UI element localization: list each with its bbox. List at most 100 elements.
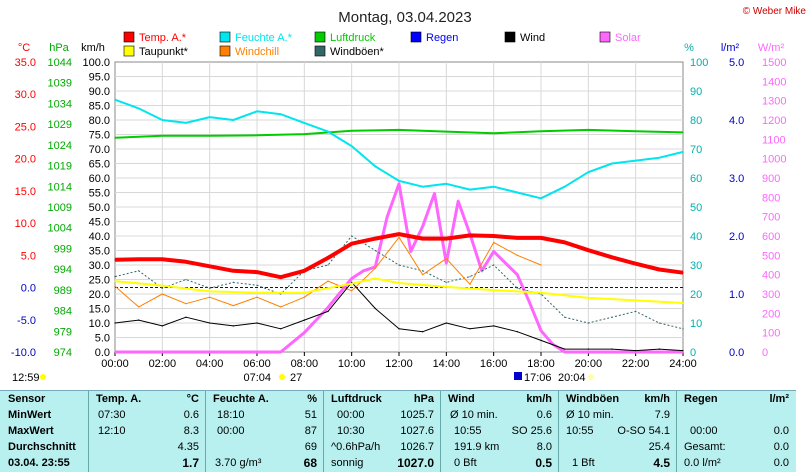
legend-label: Solar xyxy=(615,32,641,44)
series-point xyxy=(232,281,235,284)
series-point xyxy=(682,271,684,274)
series-point xyxy=(492,264,495,266)
weather-chart: Montag, 03.04.2023 © Weber Mike Temp. A.* F… xyxy=(11,6,807,384)
series-point xyxy=(161,119,164,121)
moon-icon xyxy=(588,374,594,380)
temp-current: 1.7 xyxy=(182,456,199,470)
hum-max-time: 00:00 xyxy=(217,425,245,437)
moon-time: 20:04 xyxy=(558,372,586,384)
solar-axis-tick: 100 xyxy=(762,328,780,340)
hdr-press: Luftdruck xyxy=(331,393,382,405)
solar-axis-tick: 400 xyxy=(762,270,780,282)
series-point xyxy=(563,316,566,319)
series-point xyxy=(161,284,164,287)
x-tick-label: 24:00 xyxy=(669,358,697,370)
series-point xyxy=(114,280,116,282)
wind-min: 0.6 xyxy=(536,409,552,421)
hdr-wind: Wind xyxy=(448,393,475,405)
series-point xyxy=(492,241,495,244)
series-point xyxy=(658,156,661,159)
series-point xyxy=(232,270,235,272)
series-point xyxy=(634,310,637,313)
legend-label: Temp. A.* xyxy=(139,32,187,44)
wind-max-time: 10:55 xyxy=(454,425,482,437)
rain-axis-tick: 0.0 xyxy=(729,347,744,359)
series-point xyxy=(563,351,566,353)
hum-axis-tick: 60 xyxy=(690,173,702,185)
hum-abs: 3.70 g/m³ xyxy=(215,457,262,469)
sunrise-number: 27 xyxy=(290,372,302,384)
x-tick-label: 12:00 xyxy=(385,358,413,370)
credit-text: © Weber Mike xyxy=(743,6,807,17)
x-tick-label: 16:00 xyxy=(480,358,508,370)
series-point xyxy=(587,171,590,173)
series-point xyxy=(374,165,377,168)
temp-unit: °C xyxy=(18,42,30,54)
legend-swatch xyxy=(599,31,611,43)
solar-axis-tick: 1500 xyxy=(762,57,786,69)
series-point xyxy=(161,293,164,295)
series-point xyxy=(208,287,211,290)
series-point xyxy=(208,116,211,118)
series-point xyxy=(682,351,684,353)
series-point xyxy=(161,258,164,261)
rain-axis-tick: 1.0 xyxy=(729,289,744,301)
hdr-gust: Windböen xyxy=(566,393,620,405)
solar-axis-tick: 1300 xyxy=(762,96,786,108)
press-current: 1027.0 xyxy=(397,456,434,470)
wind-axis-tick: 15.0 xyxy=(89,304,110,316)
series-point xyxy=(303,296,306,299)
series-point xyxy=(492,132,495,135)
hum-current: 68 xyxy=(303,456,317,470)
wind-min-label: Ø 10 min. xyxy=(450,409,498,421)
series-point xyxy=(208,265,211,268)
series-point xyxy=(398,328,400,330)
legend-swatch xyxy=(314,31,326,43)
press-axis-tick: 1009 xyxy=(48,202,72,214)
temp-axis-tick: -5.0 xyxy=(17,315,36,327)
series-point xyxy=(327,257,329,259)
sunrise-icon xyxy=(279,374,285,380)
series-point xyxy=(327,264,329,266)
temp-avg: 4.35 xyxy=(177,441,199,453)
series-point xyxy=(563,241,566,244)
x-tick-label: 22:00 xyxy=(622,358,650,370)
hum-axis-tick: 70 xyxy=(690,144,702,156)
hum-axis-tick: 20 xyxy=(690,289,702,301)
stats-col-hum: Feuchte A. % 18:10 51 00:00 87 69 3.70 g… xyxy=(205,391,324,472)
gust-min-label: Ø 10 min. xyxy=(566,409,614,421)
series-point xyxy=(421,225,424,228)
solar-axis-tick: 600 xyxy=(762,231,780,243)
series-point xyxy=(445,322,448,324)
stats-table: Sensor MinWert MaxWert Durchschnitt 03.0… xyxy=(0,390,796,472)
gust-min: 7.9 xyxy=(654,409,670,421)
series-point xyxy=(374,237,377,240)
row-label: MaxWert xyxy=(8,425,54,437)
wind-axis-tick: 90.0 xyxy=(89,86,110,98)
hum-axis-tick: 90 xyxy=(690,86,702,98)
series-point xyxy=(469,283,471,286)
stats-col-press: Luftdruck hPa 00:00 1025.7 10:30 1027.6 … xyxy=(323,391,441,472)
series-point xyxy=(492,235,495,237)
series-point xyxy=(350,235,353,237)
series-point xyxy=(410,250,412,253)
series-point xyxy=(469,188,471,191)
press-axis-tick: 1044 xyxy=(48,57,72,69)
legend-label: Windchill xyxy=(235,46,279,58)
gust-max-time: 10:55 xyxy=(566,425,594,437)
series-point xyxy=(398,282,400,284)
series-point xyxy=(492,289,495,291)
solar-axis-tick: 900 xyxy=(762,173,780,185)
series-point xyxy=(540,237,542,239)
press-axis-tick: 984 xyxy=(54,306,72,318)
legend-label: Taupunkt* xyxy=(139,46,189,58)
gust-max: O-SO 54.1 xyxy=(617,425,670,437)
rain-axis-tick: 2.0 xyxy=(729,231,744,243)
temp-max: 8.3 xyxy=(183,425,199,437)
series-point xyxy=(256,322,258,324)
press-max-time: 10:30 xyxy=(337,425,365,437)
series-point xyxy=(185,302,187,305)
temp-axis-tick: 20.0 xyxy=(15,154,36,166)
stats-col-wind: Wind km/h Ø 10 min. 0.6 10:55 SO 25.6 19… xyxy=(440,391,559,472)
